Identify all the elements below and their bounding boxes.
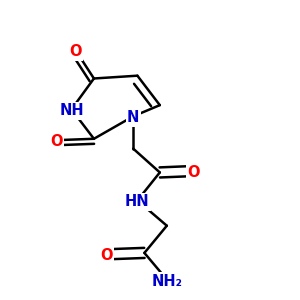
Text: N: N — [127, 110, 140, 125]
Text: O: O — [69, 44, 82, 59]
Text: O: O — [50, 134, 62, 149]
Text: O: O — [100, 248, 113, 263]
Text: HN: HN — [125, 194, 150, 209]
Text: NH: NH — [59, 103, 84, 118]
Text: O: O — [187, 165, 200, 180]
Text: NH₂: NH₂ — [151, 274, 182, 289]
